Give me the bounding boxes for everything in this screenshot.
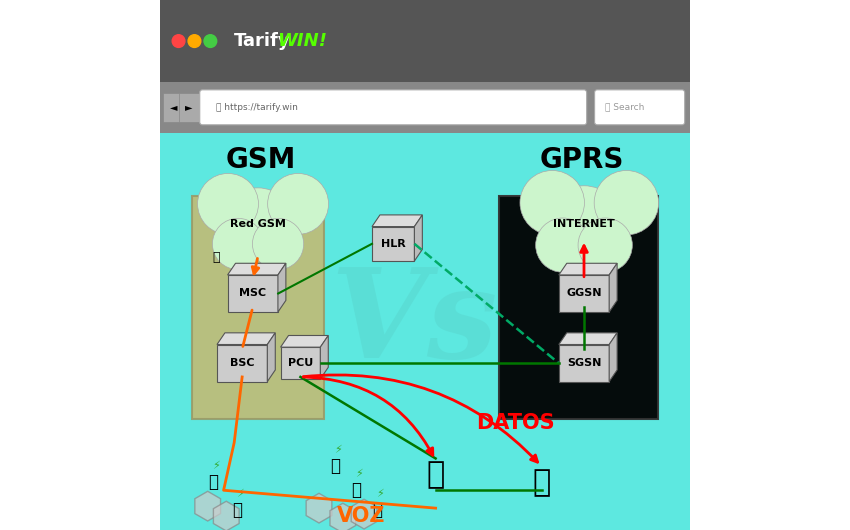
FancyBboxPatch shape xyxy=(192,196,325,419)
Text: ►: ► xyxy=(185,102,193,112)
FancyBboxPatch shape xyxy=(558,344,609,382)
Text: 🗼: 🗼 xyxy=(372,501,382,519)
Polygon shape xyxy=(267,333,275,382)
Polygon shape xyxy=(278,263,286,312)
Circle shape xyxy=(222,188,294,260)
Text: ⚡: ⚡ xyxy=(334,446,342,455)
Circle shape xyxy=(520,171,585,235)
Text: ◄: ◄ xyxy=(169,102,177,112)
Text: GPRS: GPRS xyxy=(539,146,624,174)
Text: INTERNET: INTERNET xyxy=(553,219,615,229)
Circle shape xyxy=(268,173,329,234)
Text: ⚡: ⚡ xyxy=(235,489,243,499)
Text: DATOS: DATOS xyxy=(476,413,554,432)
Circle shape xyxy=(594,171,659,235)
Polygon shape xyxy=(609,333,617,382)
Text: 🗼: 🗼 xyxy=(351,481,361,499)
FancyBboxPatch shape xyxy=(178,93,200,122)
Circle shape xyxy=(197,173,258,234)
Polygon shape xyxy=(217,333,275,344)
Text: 💻: 💻 xyxy=(532,468,551,497)
Text: 🔒 https://tarify.win: 🔒 https://tarify.win xyxy=(216,103,298,112)
Text: ⚡: ⚡ xyxy=(376,489,384,499)
Circle shape xyxy=(546,186,622,262)
Text: BSC: BSC xyxy=(230,358,254,368)
Text: HLR: HLR xyxy=(381,239,405,249)
FancyBboxPatch shape xyxy=(160,82,690,132)
Circle shape xyxy=(536,218,590,272)
FancyBboxPatch shape xyxy=(228,275,278,312)
FancyBboxPatch shape xyxy=(162,93,184,122)
FancyBboxPatch shape xyxy=(280,347,320,379)
Polygon shape xyxy=(372,215,422,227)
Text: 📱: 📱 xyxy=(427,460,445,489)
FancyBboxPatch shape xyxy=(160,0,690,82)
Polygon shape xyxy=(558,333,617,344)
Circle shape xyxy=(188,34,201,48)
FancyBboxPatch shape xyxy=(200,90,586,125)
Text: 📡: 📡 xyxy=(212,251,219,264)
Text: GGSN: GGSN xyxy=(566,288,602,298)
Text: 🗼: 🗼 xyxy=(232,501,242,519)
Text: Tarify.: Tarify. xyxy=(235,32,296,50)
FancyBboxPatch shape xyxy=(160,132,690,530)
Polygon shape xyxy=(415,215,422,261)
Text: Red GSM: Red GSM xyxy=(230,219,286,229)
Text: 🔍 Search: 🔍 Search xyxy=(605,103,644,112)
FancyBboxPatch shape xyxy=(372,227,415,261)
Text: WIN!: WIN! xyxy=(276,32,326,50)
Text: PCU: PCU xyxy=(288,358,313,368)
FancyBboxPatch shape xyxy=(217,344,267,382)
Text: SGSN: SGSN xyxy=(567,358,601,368)
Text: VOZ: VOZ xyxy=(337,506,386,526)
Text: GSM: GSM xyxy=(225,146,296,174)
Polygon shape xyxy=(228,263,286,275)
Polygon shape xyxy=(320,335,328,379)
Polygon shape xyxy=(280,335,328,347)
Polygon shape xyxy=(609,263,617,312)
Text: 🗼: 🗼 xyxy=(330,457,340,475)
Circle shape xyxy=(578,218,632,272)
Circle shape xyxy=(212,218,264,270)
Circle shape xyxy=(173,34,185,48)
FancyBboxPatch shape xyxy=(499,196,658,419)
Text: 🗼: 🗼 xyxy=(208,473,218,491)
Circle shape xyxy=(204,34,217,48)
Polygon shape xyxy=(558,263,617,275)
Text: ⚡: ⚡ xyxy=(212,462,219,471)
Text: ⚡: ⚡ xyxy=(355,470,363,479)
Text: MSC: MSC xyxy=(239,288,266,298)
FancyBboxPatch shape xyxy=(558,275,609,312)
FancyBboxPatch shape xyxy=(595,90,685,125)
Text: Vs: Vs xyxy=(331,262,498,384)
Circle shape xyxy=(252,218,303,270)
